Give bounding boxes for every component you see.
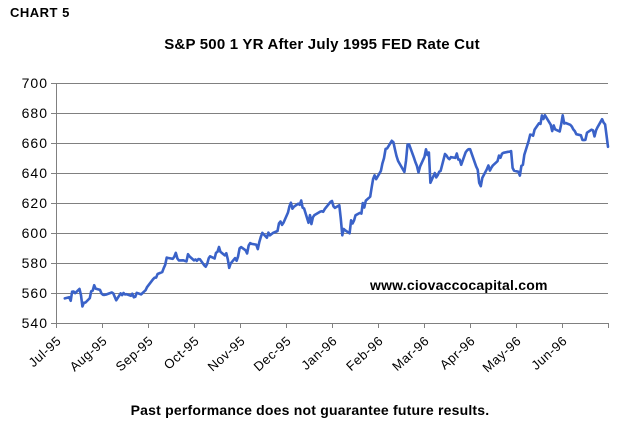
y-axis-labels: 700 680 660 640 620 600 580 560 540 (22, 75, 48, 331)
svg-text:Jun-96: Jun-96 (528, 333, 570, 373)
svg-text:620: 620 (22, 195, 48, 211)
watermark-text: www.ciovaccocapital.com (366, 277, 552, 293)
svg-text:660: 660 (22, 135, 48, 151)
disclaimer-footer: Past performance does not guarantee futu… (130, 402, 490, 418)
svg-text:600: 600 (22, 225, 48, 241)
x-axis-labels: Jul-95 Aug-95 Sep-95 Oct-95 Nov-95 Dec-95 Jan-… (25, 333, 570, 375)
svg-text:Nov-95: Nov-95 (205, 333, 248, 374)
svg-text:Apr-96: Apr-96 (437, 333, 478, 372)
svg-text:700: 700 (22, 75, 48, 91)
svg-text:Dec-95: Dec-95 (251, 333, 294, 374)
svg-text:Sep-95: Sep-95 (113, 333, 156, 374)
grid-layer (56, 83, 608, 324)
svg-text:640: 640 (22, 165, 48, 181)
svg-text:Jul-95: Jul-95 (25, 333, 64, 370)
svg-text:Oct-95: Oct-95 (161, 333, 202, 372)
price-line (63, 113, 610, 308)
svg-text:540: 540 (22, 315, 48, 331)
svg-text:560: 560 (22, 285, 48, 301)
price-chart: 700 680 660 640 620 600 580 560 540 Jul-95 Aug-95 S… (22, 75, 610, 375)
axis-layer (51, 83, 609, 328)
svg-text:Feb-96: Feb-96 (343, 333, 386, 374)
chart-number-label: CHART 5 (10, 5, 70, 20)
svg-text:Mar-96: Mar-96 (389, 333, 432, 374)
chart-title: S&P 500 1 YR After July 1995 FED Rate Cu… (164, 36, 480, 53)
svg-text:Aug-95: Aug-95 (67, 333, 110, 374)
svg-text:580: 580 (22, 255, 48, 271)
svg-text:Jan-96: Jan-96 (298, 333, 340, 373)
svg-text:680: 680 (22, 105, 48, 121)
svg-text:May-96: May-96 (480, 333, 524, 375)
